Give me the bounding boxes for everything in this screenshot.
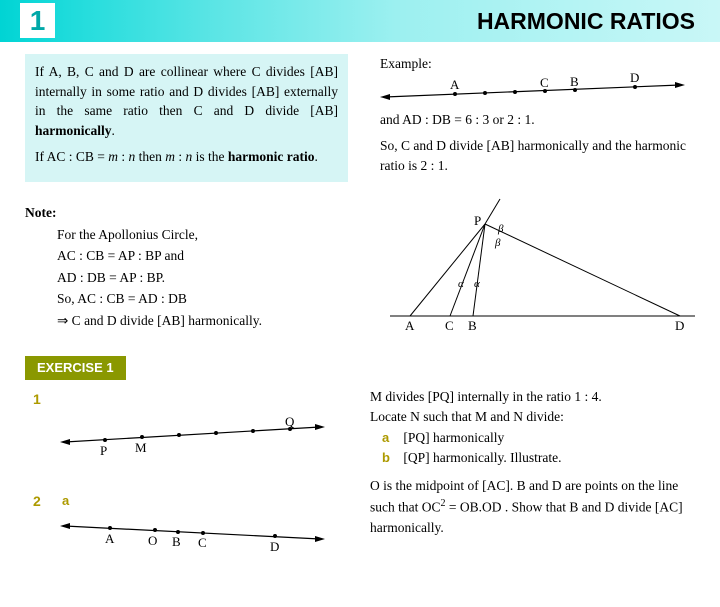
- label-b2: B: [468, 317, 477, 335]
- example-line-2: and AD : DB = 6 : 3 or 2 : 1.: [380, 110, 700, 130]
- exercise-header: EXERCISE 1: [25, 356, 126, 380]
- example-line-3: So, C and D divide [AB] harmonically and…: [380, 136, 700, 177]
- q2-label-c: C: [198, 534, 207, 552]
- example-number-line: A C B D: [380, 77, 700, 107]
- example-label: Example:: [380, 54, 700, 74]
- apollonius-diagram: P A C B D α α β β: [380, 194, 700, 329]
- example-block: Example: A C B D and AD : DB = 6 : 3 or …: [380, 54, 700, 176]
- q2-text: O is the midpoint of [AC]. B and D are p…: [370, 476, 705, 538]
- note-l4: So, AC : CB = AD : DB: [25, 288, 365, 310]
- label-b: B: [570, 72, 579, 92]
- alpha-1: α: [458, 277, 464, 292]
- part-b-label: b: [382, 448, 400, 468]
- section-number-badge: 1: [20, 3, 55, 38]
- q1-text-l1: M divides [PQ] internally in the ratio 1…: [370, 387, 705, 407]
- label-d2: D: [675, 317, 684, 335]
- label-d: D: [630, 68, 639, 88]
- q1-part-b-line: b [QP] harmonically. Illustrate.: [370, 448, 705, 468]
- part-a-label: a: [382, 428, 400, 448]
- q2-label-a: A: [105, 530, 114, 548]
- q2-label-o: O: [148, 532, 157, 550]
- q2-number: 2: [33, 492, 41, 512]
- q2-line-svg: [60, 514, 330, 554]
- beta-2: β: [495, 236, 500, 251]
- number-line-svg: [380, 77, 690, 107]
- q2-label-b: B: [172, 533, 181, 551]
- alpha-2: α: [474, 277, 480, 292]
- note-l2: AC : CB = AP : BP and: [25, 245, 365, 267]
- label-p: P: [474, 212, 481, 230]
- note-block: Note: For the Apollonius Circle, AC : CB…: [25, 202, 365, 332]
- note-label: Note:: [25, 202, 365, 224]
- definition-box: If A, B, C and D are collinear where C d…: [25, 54, 348, 182]
- note-l1: For the Apollonius Circle,: [25, 224, 365, 246]
- q1-diagram: P M Q: [60, 417, 330, 457]
- part-b-text: [QP] harmonically. Illustrate.: [403, 450, 561, 465]
- q1-part-a-line: a [PQ] harmonically: [370, 428, 705, 448]
- label-c: C: [540, 73, 549, 93]
- q1-label-m: M: [135, 439, 147, 457]
- q2-part-a: a: [62, 492, 69, 510]
- q1-number: 1: [33, 390, 41, 410]
- q2-label-d: D: [270, 538, 279, 556]
- q1-label-q: Q: [285, 413, 294, 431]
- label-a: A: [450, 75, 459, 95]
- definition-para-2: If AC : CB = m : n then m : n is the har…: [35, 147, 338, 167]
- page-title: HARMONIC RATIOS: [477, 8, 695, 35]
- label-a2: A: [405, 317, 414, 335]
- definition-para-1: If A, B, C and D are collinear where C d…: [35, 62, 338, 140]
- q1-label-p: P: [100, 442, 107, 460]
- note-l3: AD : DB = AP : BP.: [25, 267, 365, 289]
- diagram-svg: [380, 194, 700, 329]
- note-l5: ⇒ C and D divide [AB] harmonically.: [25, 310, 365, 332]
- q1-text-l2: Locate N such that M and N divide:: [370, 407, 705, 427]
- label-c2: C: [445, 317, 454, 335]
- part-a-text: [PQ] harmonically: [403, 430, 504, 445]
- right-column-text: M divides [PQ] internally in the ratio 1…: [370, 387, 705, 538]
- page-header: 1 HARMONIC RATIOS: [0, 0, 720, 42]
- q2-diagram: A O B C D: [60, 514, 330, 554]
